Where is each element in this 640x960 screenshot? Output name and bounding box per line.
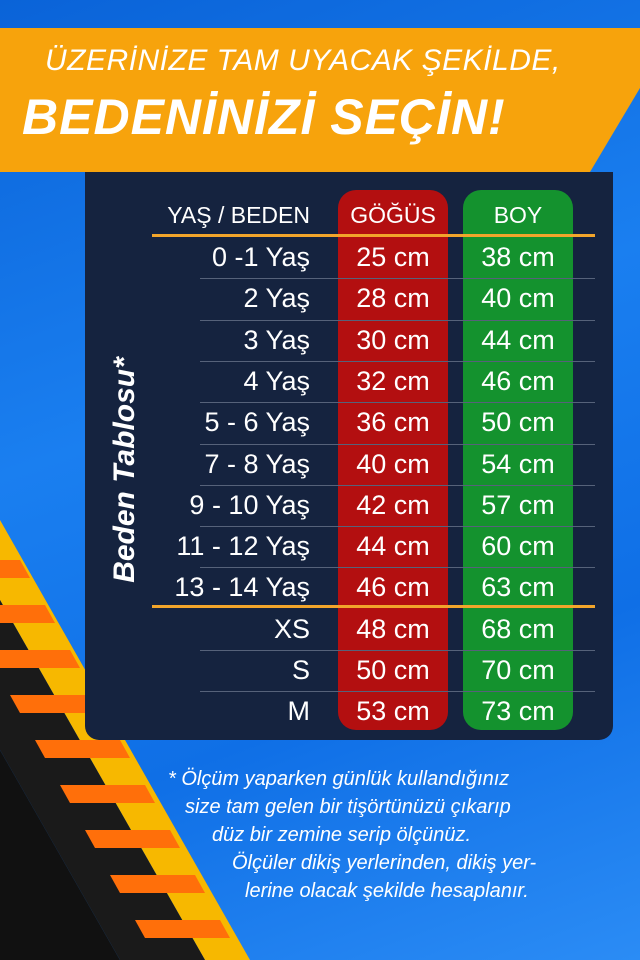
length-cell: 50 cm <box>481 407 555 438</box>
length-cell: 40 cm <box>481 283 555 314</box>
note-line: düz bir zemine serip ölçünüz. <box>212 824 472 846</box>
table-row: S 50 cm 70 cm <box>0 650 640 691</box>
row-separator <box>200 526 595 528</box>
length-cell: 73 cm <box>481 696 555 727</box>
row-separator <box>200 650 595 651</box>
row-separator <box>200 319 595 321</box>
length-cell: 57 cm <box>481 489 555 520</box>
headline-line2: BEDENİNİZİ SEÇİN! <box>22 89 506 145</box>
size-cell: S <box>291 655 310 685</box>
size-cell: 5 - 6 Yaş <box>204 407 310 438</box>
length-cell: 63 cm <box>481 572 555 603</box>
header-chest: GÖĞÜS <box>350 202 436 228</box>
length-cell: 38 cm <box>481 242 555 272</box>
length-cell: 54 cm <box>481 448 555 479</box>
note-line: size tam gelen bir tişörtünüzü çıkarıp <box>185 796 511 818</box>
table-row: 13 - 14 Yaş 46 cm 63 cm <box>0 567 640 608</box>
size-cell: 2 Yaş <box>243 283 310 314</box>
chest-cell: 28 cm <box>356 283 430 314</box>
size-cell: XS <box>273 613 310 644</box>
headline-line1: ÜZERİNİZE TAM UYACAK ŞEKİLDE, <box>45 44 561 77</box>
header-length: BOY <box>493 202 543 228</box>
size-cell: 3 Yaş <box>243 324 310 355</box>
length-cell: 60 cm <box>481 531 555 562</box>
row-separator <box>200 402 595 404</box>
size-cell: 9 - 10 Yaş <box>189 489 310 520</box>
table-row: XS 48 cm 68 cm <box>0 609 640 650</box>
table-row: 0 -1 Yaş 25 cm 38 cm <box>0 237 640 278</box>
table-row: 7 - 8 Yaş 40 cm 54 cm <box>0 444 640 485</box>
note-line: * Ölçüm yaparken günlük kullandığınız <box>168 768 510 790</box>
row-separator <box>200 360 595 362</box>
row-separator <box>200 567 595 569</box>
chest-cell: 40 cm <box>356 448 430 479</box>
section-divider <box>152 605 595 608</box>
chest-cell: 32 cm <box>356 365 430 396</box>
chest-cell: 42 cm <box>356 489 430 520</box>
table-row: M 53 cm 73 cm <box>0 691 640 732</box>
headline-banner <box>0 28 640 172</box>
table-row: 5 - 6 Yaş 36 cm 50 cm <box>0 402 640 443</box>
table-row: 2 Yaş 28 cm 40 cm <box>0 278 640 319</box>
banner-shape <box>0 28 640 172</box>
table-row: 9 - 10 Yaş 42 cm 57 cm <box>0 485 640 526</box>
chest-cell: 53 cm <box>356 696 430 727</box>
row-separator <box>200 278 595 280</box>
table-row: 11 - 12 Yaş 44 cm 60 cm <box>0 526 640 567</box>
chest-cell: 46 cm <box>356 572 430 603</box>
size-cell: 11 - 12 Yaş <box>176 531 310 562</box>
size-cell: 7 - 8 Yaş <box>204 448 310 479</box>
row-separator <box>200 691 595 693</box>
length-cell: 70 cm <box>481 655 555 685</box>
table-row: 3 Yaş 30 cm 44 cm <box>0 320 640 361</box>
chest-cell: 25 cm <box>356 242 430 272</box>
size-cell: M <box>287 696 311 727</box>
table-row: 4 Yaş 32 cm 46 cm <box>0 361 640 402</box>
size-cell: 0 -1 Yaş <box>211 242 310 272</box>
size-cell: 4 Yaş <box>243 365 310 396</box>
length-cell: 44 cm <box>481 324 555 355</box>
note-line: lerine olacak şekilde hesaplanır. <box>245 880 529 902</box>
header-size: YAŞ / BEDEN <box>167 202 310 228</box>
chest-column-bg <box>338 190 448 730</box>
header-divider <box>152 234 595 237</box>
measurement-note: * Ölçüm yaparken günlük kullandığınız si… <box>150 765 620 905</box>
chest-cell: 50 cm <box>356 655 430 685</box>
chest-cell: 44 cm <box>356 531 430 562</box>
chest-cell: 48 cm <box>356 613 430 644</box>
length-column-bg <box>463 190 573 730</box>
length-cell: 46 cm <box>481 365 555 396</box>
size-cell: 13 - 14 Yaş <box>174 572 310 603</box>
chest-cell: 36 cm <box>356 407 430 438</box>
note-line: Ölçüler dikiş yerlerinden, dikiş yer- <box>232 852 537 874</box>
chest-cell: 30 cm <box>356 324 430 355</box>
row-separator <box>200 484 595 486</box>
row-separator <box>200 443 595 445</box>
length-cell: 68 cm <box>481 613 555 644</box>
